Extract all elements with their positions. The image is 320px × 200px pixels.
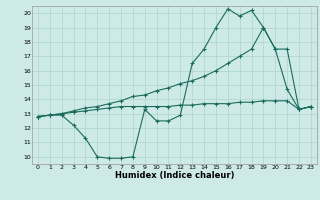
X-axis label: Humidex (Indice chaleur): Humidex (Indice chaleur) xyxy=(115,171,234,180)
